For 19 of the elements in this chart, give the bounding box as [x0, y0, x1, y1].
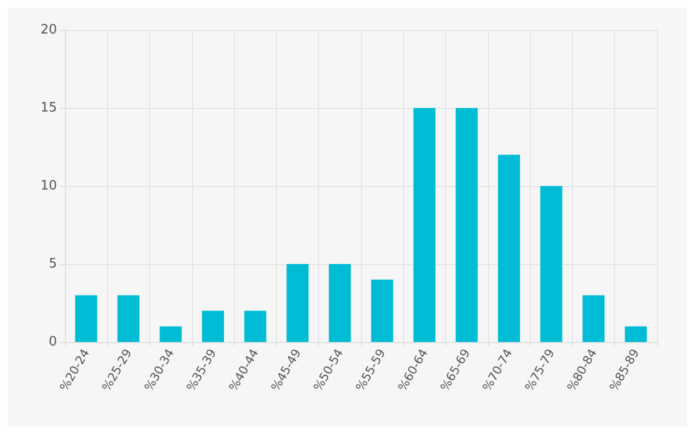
- bar: [624, 326, 647, 342]
- bar: [540, 186, 562, 342]
- bar: [498, 154, 520, 342]
- bar: [160, 326, 182, 342]
- bar: [456, 108, 478, 342]
- bar: [371, 280, 394, 342]
- bar: [286, 264, 309, 342]
- bar: [117, 295, 140, 342]
- bar: [328, 264, 351, 342]
- y-tick-label: 10: [40, 178, 57, 194]
- y-tick-label: 20: [40, 22, 57, 38]
- bar: [244, 310, 266, 342]
- y-tick-label: 15: [40, 100, 57, 116]
- bar: [582, 295, 605, 342]
- y-tick-label: 0: [48, 334, 57, 350]
- bar: [202, 310, 224, 342]
- bar: [75, 295, 98, 342]
- bar: [413, 108, 436, 342]
- y-tick-label: 5: [48, 256, 57, 272]
